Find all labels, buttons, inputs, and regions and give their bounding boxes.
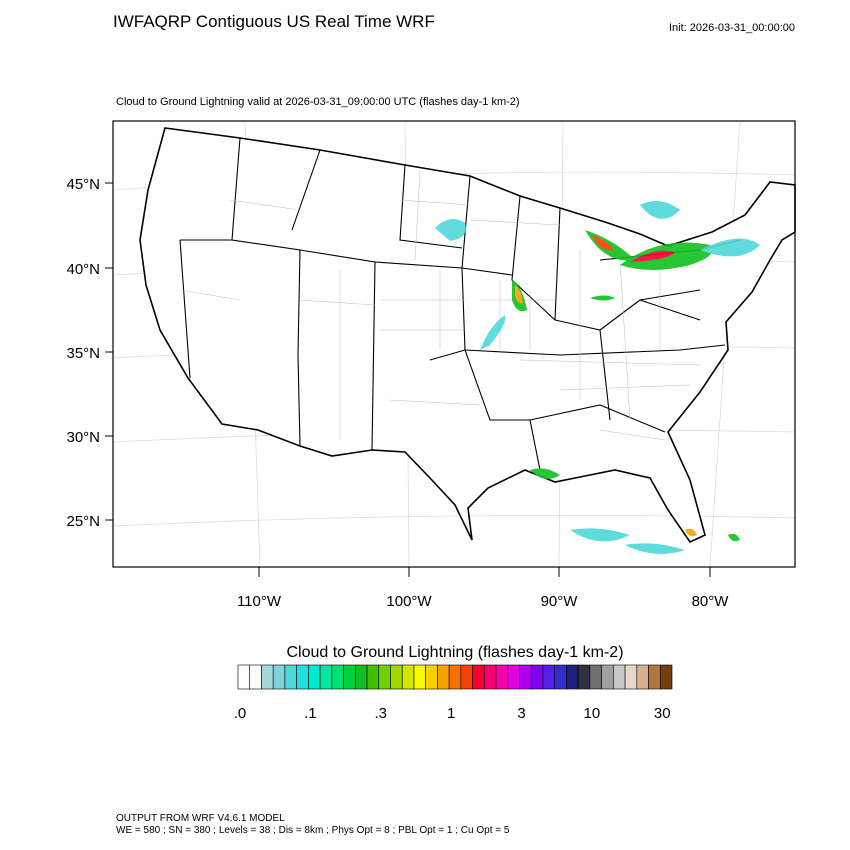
colorbar-swatch <box>484 664 497 690</box>
colorbar-swatch <box>354 664 368 690</box>
colorbar-swatch <box>448 664 462 690</box>
colorbar-swatch <box>343 664 356 690</box>
colorbar-swatch <box>272 664 286 690</box>
colorbar-swatch <box>437 664 450 690</box>
colorbar-swatch <box>261 664 274 690</box>
lat-label: 40°N <box>66 261 100 278</box>
lat-label: 35°N <box>66 345 100 362</box>
init-time: Init: 2026-03-31_00:00:00 <box>669 22 795 34</box>
colorbar-label: .3 <box>374 705 387 722</box>
lon-label: 90°W <box>541 593 579 610</box>
colorbar-swatch <box>249 664 262 690</box>
colorbar-swatch <box>589 664 602 690</box>
colorbar-swatch <box>530 664 544 690</box>
colorbar-swatch <box>284 664 297 690</box>
map-subtitle: Cloud to Ground Lightning valid at 2026-… <box>116 96 520 108</box>
colorbar-label: 3 <box>517 705 525 722</box>
colorbar-swatch <box>460 664 473 690</box>
colorbar: .0 .1 .3 1 3 10 30 <box>234 664 673 722</box>
colorbar-swatch <box>319 664 333 690</box>
colorbar-swatch <box>659 664 673 690</box>
colorbar-swatch <box>495 664 509 690</box>
colorbar-swatch <box>237 664 251 690</box>
colorbar-swatch <box>624 664 638 690</box>
map <box>112 120 796 568</box>
lon-label: 100°W <box>386 593 432 610</box>
colorbar-label: 30 <box>654 705 671 722</box>
lon-label: 80°W <box>692 593 730 610</box>
title: IWFAQRP Contiguous US Real Time WRF <box>113 12 435 31</box>
colorbar-label: 10 <box>584 705 601 722</box>
colorbar-swatch <box>413 664 426 690</box>
colorbar-swatch <box>366 664 380 690</box>
colorbar-label: 1 <box>447 705 455 722</box>
footer-line: WE = 580 ; SN = 380 ; Levels = 38 ; Dis … <box>116 825 510 836</box>
colorbar-swatch <box>472 664 485 690</box>
colorbar-title: Cloud to Ground Lightning (flashes day-1… <box>286 644 623 661</box>
colorbar-swatch <box>425 664 438 690</box>
colorbar-swatch <box>331 664 344 690</box>
colorbar-swatch <box>636 664 649 690</box>
colorbar-swatch <box>648 664 661 690</box>
colorbar-swatch <box>542 664 556 690</box>
colorbar-swatch <box>566 664 579 690</box>
lat-label: 30°N <box>66 429 100 446</box>
colorbar-swatch <box>601 664 614 690</box>
colorbar-swatch <box>308 664 321 690</box>
lon-label: 110°W <box>237 593 282 610</box>
colorbar-swatch <box>296 664 309 690</box>
colorbar-label: .0 <box>234 705 247 722</box>
lat-label: 25°N <box>66 513 100 530</box>
colorbar-swatch <box>401 664 415 690</box>
colorbar-swatch <box>554 664 567 690</box>
colorbar-swatch <box>577 664 591 690</box>
colorbar-swatch <box>519 664 532 690</box>
map-axes: 45°N 40°N 35°N 30°N 25°N 110°W 100°W 90°W 80°W <box>66 176 729 610</box>
lat-label: 45°N <box>66 176 100 193</box>
colorbar-label: .1 <box>304 705 317 722</box>
colorbar-swatch <box>390 664 403 690</box>
colorbar-swatch <box>507 664 520 690</box>
colorbar-swatch <box>378 664 391 690</box>
footer-line: OUTPUT FROM WRF V4.6.1 MODEL <box>116 813 285 824</box>
colorbar-swatch <box>613 664 626 690</box>
